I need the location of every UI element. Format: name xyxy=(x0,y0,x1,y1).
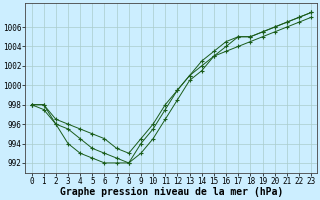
X-axis label: Graphe pression niveau de la mer (hPa): Graphe pression niveau de la mer (hPa) xyxy=(60,187,283,197)
